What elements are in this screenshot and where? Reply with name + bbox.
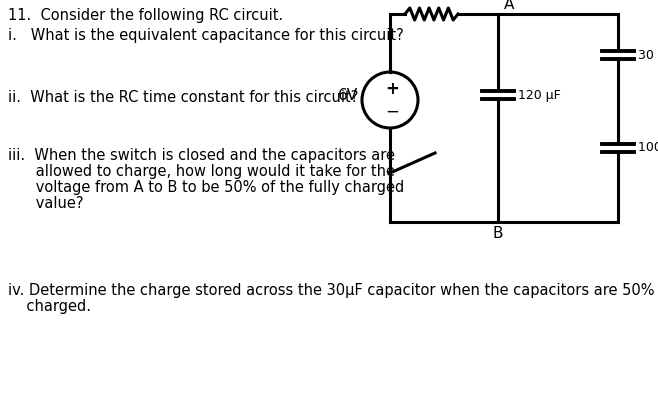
Text: ii.  What is the RC time constant for this circuit?: ii. What is the RC time constant for thi… [8, 90, 359, 105]
Text: +: + [385, 80, 399, 98]
Text: 100 μF: 100 μF [638, 141, 658, 154]
Text: iv. Determine the charge stored across the 30μF capacitor when the capacitors ar: iv. Determine the charge stored across t… [8, 283, 655, 298]
Text: voltage from A to B to be 50% of the fully charged: voltage from A to B to be 50% of the ful… [8, 180, 404, 195]
Text: 11.  Consider the following RC circuit.: 11. Consider the following RC circuit. [8, 8, 283, 23]
Text: 30 μF: 30 μF [638, 48, 658, 61]
Text: −: − [385, 103, 399, 121]
Text: A: A [504, 0, 515, 12]
Text: i.   What is the equivalent capacitance for this circuit?: i. What is the equivalent capacitance fo… [8, 28, 404, 43]
Text: 120 μF: 120 μF [518, 88, 561, 101]
Text: B: B [493, 226, 503, 241]
Text: iii.  When the switch is closed and the capacitors are: iii. When the switch is closed and the c… [8, 148, 395, 163]
Text: value?: value? [8, 196, 84, 211]
Text: charged.: charged. [8, 299, 91, 314]
Text: 6V: 6V [338, 88, 358, 103]
Text: allowed to charge, how long would it take for the: allowed to charge, how long would it tak… [8, 164, 395, 179]
